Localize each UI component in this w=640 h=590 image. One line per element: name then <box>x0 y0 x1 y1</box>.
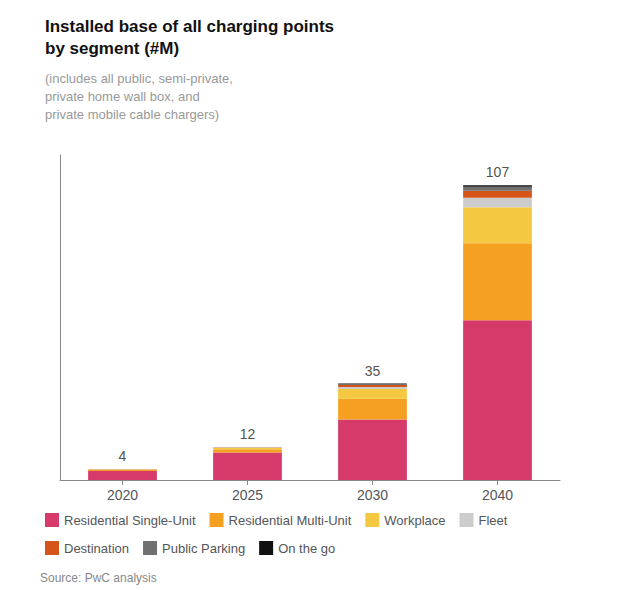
svg-text:private home wall box, and: private home wall box, and <box>45 89 200 104</box>
svg-text:private mobile cable chargers): private mobile cable chargers) <box>45 107 219 122</box>
svg-text:Fleet: Fleet <box>479 513 508 528</box>
svg-text:2030: 2030 <box>357 487 388 503</box>
svg-text:Installed base of all charging: Installed base of all charging points <box>45 17 334 36</box>
svg-text:12: 12 <box>240 426 256 442</box>
svg-text:Public Parking: Public Parking <box>162 541 245 556</box>
svg-text:by segment (#M): by segment (#M) <box>45 39 179 58</box>
svg-text:On the go: On the go <box>278 541 335 556</box>
svg-text:2025: 2025 <box>232 487 263 503</box>
svg-text:107: 107 <box>486 164 510 180</box>
svg-text:4: 4 <box>119 448 127 464</box>
svg-text:Residential Multi-Unit: Residential Multi-Unit <box>229 513 352 528</box>
svg-text:Residential Single-Unit: Residential Single-Unit <box>64 513 196 528</box>
svg-text:(includes all public, semi-pri: (includes all public, semi-private, <box>45 71 233 86</box>
svg-text:Source: PwC analysis: Source: PwC analysis <box>40 571 157 585</box>
svg-text:35: 35 <box>365 363 381 379</box>
svg-text:2040: 2040 <box>482 487 513 503</box>
svg-text:2020: 2020 <box>107 487 138 503</box>
svg-text:Workplace: Workplace <box>384 513 445 528</box>
svg-text:Destination: Destination <box>64 541 129 556</box>
